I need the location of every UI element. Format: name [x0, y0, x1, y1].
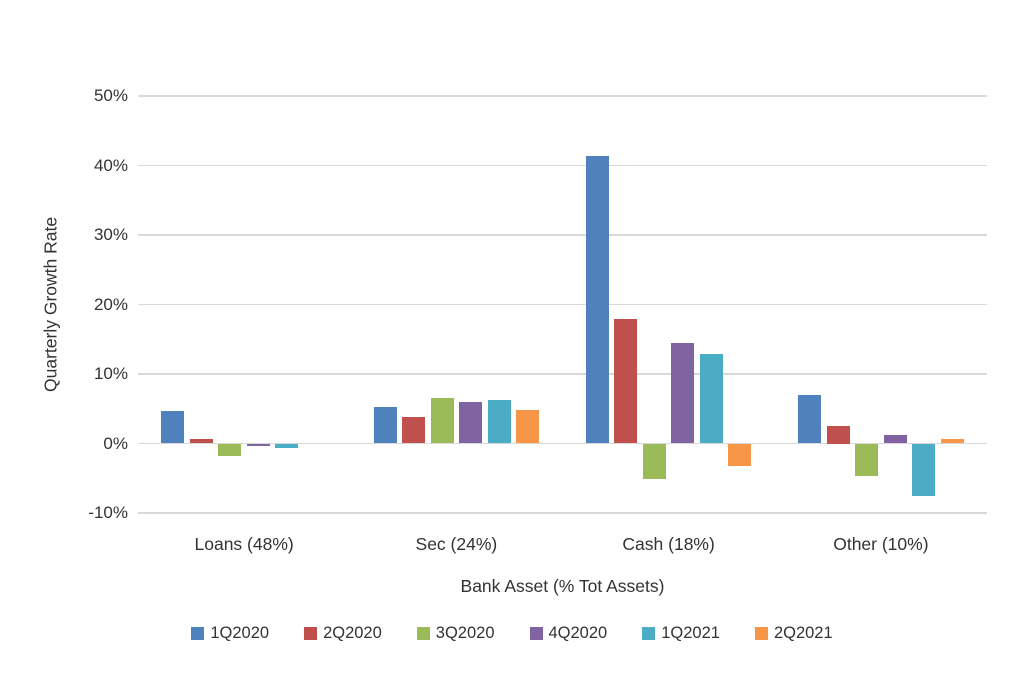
legend-label: 4Q2020 — [548, 624, 608, 642]
bar-3q2020-other — [855, 443, 879, 477]
legend-swatch-icon — [191, 627, 205, 640]
bar-2q2021-cash — [728, 443, 752, 467]
y-tick-label: 40% — [93, 155, 128, 175]
bar-2q2020-cash — [614, 319, 638, 444]
bar-1q2020-other — [798, 394, 822, 444]
y-tick-label: 0% — [103, 433, 128, 453]
bar-1q2021-sec — [487, 400, 511, 444]
legend: 1Q2020 2Q2020 3Q2020 4Q2020 1Q2021 2Q2021 — [0, 624, 1024, 643]
gridline-20 — [138, 303, 987, 306]
y-tick-label: -10% — [88, 503, 128, 522]
y-tick-label: 10% — [93, 364, 128, 383]
x-category-label-cash: Cash (18%) — [622, 534, 715, 554]
legend-item-1q2021: 1Q2021 — [642, 624, 720, 643]
legend-item-2q2020: 2Q2020 — [304, 624, 382, 643]
legend-swatch-icon — [304, 627, 318, 640]
bar-2q2020-other — [826, 426, 850, 444]
legend-item-1q2020: 1Q2020 — [191, 624, 269, 643]
legend-swatch-icon — [754, 627, 768, 640]
legend-swatch-icon — [416, 627, 430, 640]
y-tick-label: 20% — [93, 294, 128, 314]
bar-1q2021-loans — [275, 443, 299, 449]
gridline--10 — [138, 512, 987, 514]
bar-1q2021-cash — [699, 353, 723, 444]
bar-2q2021-sec — [516, 410, 540, 444]
legend-item-4q2020: 4Q2020 — [529, 624, 608, 643]
bar-3q2020-loans — [218, 443, 242, 456]
bar-4q2020-loans — [246, 443, 270, 447]
y-tick-label: 50% — [93, 86, 128, 105]
bar-1q2020-loans — [161, 410, 185, 444]
x-axis-title: Bank Asset (% Tot Assets) — [460, 576, 665, 596]
gridline-50 — [138, 95, 987, 97]
legend-item-2q2021: 2Q2021 — [754, 624, 833, 643]
x-category-label-sec: Sec (24%) — [415, 534, 498, 554]
gridline-40 — [138, 164, 987, 167]
bar-1q2021-other — [912, 443, 936, 496]
gridline-10 — [138, 373, 987, 375]
bar-2q2020-loans — [189, 439, 213, 444]
gridline-30 — [138, 234, 987, 236]
bar-2q2020-sec — [402, 417, 426, 444]
legend-label: 1Q2020 — [210, 624, 270, 642]
bar-4q2020-sec — [459, 401, 483, 444]
bar-4q2020-cash — [671, 343, 695, 444]
legend-item-3q2020: 3Q2020 — [416, 624, 495, 643]
gridline-0 — [138, 442, 987, 445]
bar-2q2021-other — [940, 438, 964, 444]
legend-swatch-icon — [529, 627, 543, 640]
y-tick-label: 30% — [93, 225, 128, 244]
bar-3q2020-cash — [642, 443, 666, 479]
legend-label: 3Q2020 — [435, 624, 495, 642]
legend-swatch-icon — [642, 627, 656, 640]
bar-1q2020-cash — [585, 156, 609, 444]
x-category-label-loans: Loans (48%) — [194, 534, 294, 554]
legend-label: 1Q2021 — [661, 624, 720, 642]
bar-4q2020-other — [883, 435, 907, 444]
bar-3q2020-sec — [430, 397, 454, 444]
x-category-label-other: Other (10%) — [833, 534, 929, 554]
legend-label: 2Q2021 — [773, 624, 833, 642]
legend-label: 2Q2020 — [323, 624, 382, 642]
bar-1q2020-sec — [373, 407, 397, 444]
